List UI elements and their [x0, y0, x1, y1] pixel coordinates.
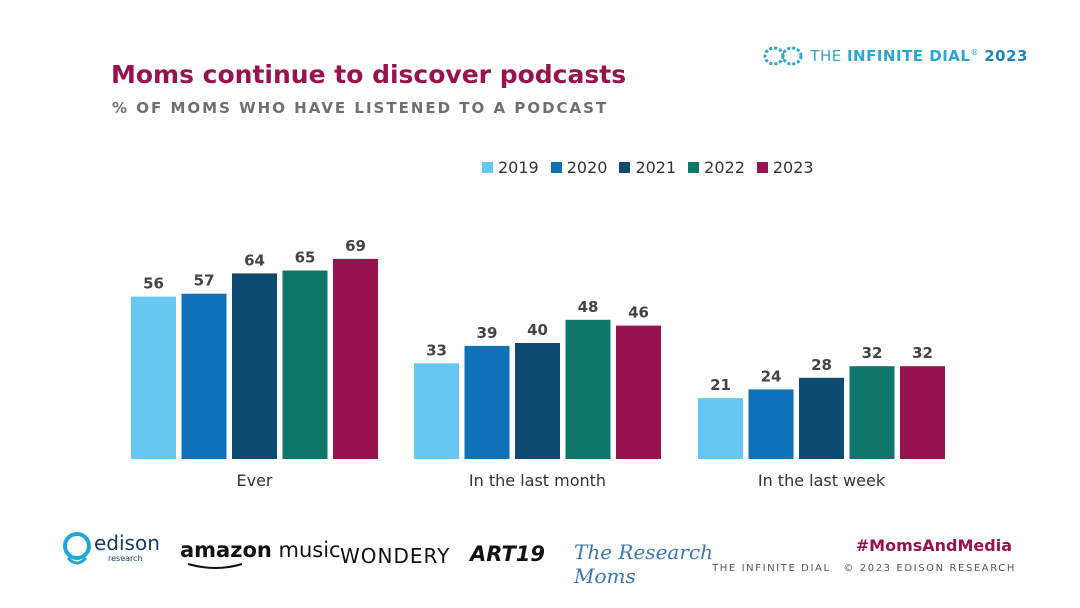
brand-text: THE INFINITE DIAL® 2023 [810, 47, 1028, 65]
amazon-music-word: music [271, 538, 341, 562]
researchmoms-logo: The Research Moms [574, 540, 713, 588]
bar-2022-1 [565, 319, 611, 459]
infinite-dial-brand: THE INFINITE DIAL® 2023 [762, 44, 1028, 68]
edison-bulb-icon [62, 532, 92, 566]
edison-logo: edison research [62, 532, 160, 566]
bar-chart: 56 57 64 65 69 Ever 33 39 40 48 46 In the last mont… [131, 237, 945, 490]
data-label: 39 [477, 324, 498, 342]
legend-swatch [482, 162, 493, 173]
wondery-logo: WONDERY [340, 544, 451, 568]
footer-credit: THE INFINITE DIAL © 2023 EDISON RESEARCH [704, 563, 1016, 574]
partner-logos: edison research amazon music WONDERY ART… [62, 528, 722, 588]
brand-reg: ® [970, 48, 979, 57]
category-label: In the last week [758, 471, 886, 490]
data-label: 65 [295, 249, 316, 267]
data-label: 46 [628, 304, 649, 322]
amazon-music-logo: amazon music [180, 538, 341, 569]
infinity-icon [762, 44, 804, 68]
bar-2020-1 [464, 345, 510, 459]
bar-2022-0 [282, 270, 328, 459]
edison-sub: research [108, 554, 143, 563]
data-label: 56 [143, 275, 164, 293]
legend-item-2021: 2021 [619, 158, 676, 177]
edison-name: edison [94, 531, 160, 555]
bar-2021-0 [232, 273, 277, 459]
data-label: 57 [194, 272, 215, 290]
legend-swatch [688, 162, 700, 173]
legend-swatch [756, 162, 768, 173]
edison-text: edison research [94, 532, 160, 563]
legend-swatch [619, 162, 631, 173]
bar-2019-0 [131, 296, 176, 459]
legend-swatch [550, 162, 562, 173]
data-label: 24 [761, 367, 782, 385]
data-label: 33 [426, 341, 447, 359]
bar-2021-1 [515, 343, 560, 459]
footer-source: THE INFINITE DIAL [712, 563, 831, 574]
bar-2019-2 [698, 398, 743, 459]
bar-2021-2 [799, 377, 844, 459]
legend-label: 2020 [566, 158, 608, 177]
data-label: 28 [811, 356, 832, 374]
legend-item-2019: 2019 [482, 158, 539, 177]
brand-year: 2023 [984, 47, 1028, 65]
data-label: 40 [527, 321, 548, 339]
data-label: 32 [912, 344, 933, 362]
data-label: 64 [244, 251, 265, 269]
legend-item-2022: 2022 [688, 158, 745, 177]
data-label: 32 [862, 344, 883, 362]
legend-label: 2022 [704, 158, 745, 177]
bar-2019-1 [414, 363, 459, 459]
legend-item-2023: 2023 [756, 158, 814, 177]
amazon-word: amazon [180, 538, 272, 562]
legend-item-2020: 2020 [550, 158, 608, 177]
brand-name: INFINITE DIAL [846, 47, 971, 65]
brand-prefix: THE [810, 47, 847, 65]
data-label: 21 [710, 376, 731, 394]
legend-label: 2019 [498, 158, 539, 177]
category-label: In the last month [469, 471, 606, 490]
category-label: Ever [237, 471, 273, 490]
data-label: 69 [345, 237, 366, 255]
bar-2020-0 [181, 293, 227, 459]
bar-2023-0 [333, 258, 378, 459]
chart-legend: 2019 2020 2021 2022 2023 [482, 158, 814, 177]
legend-label: 2021 [635, 158, 677, 177]
hashtag: #MomsAndMedia [855, 536, 1012, 555]
bar-2020-2 [748, 389, 794, 459]
bar-2023-1 [616, 325, 661, 459]
legend-label: 2023 [772, 158, 814, 177]
bar-2023-2 [900, 366, 945, 459]
amazon-smile-icon [187, 563, 243, 569]
page-title: Moms continue to discover podcasts [111, 60, 627, 89]
footer-copyright: © 2023 EDISON RESEARCH [843, 563, 1016, 574]
data-label: 48 [578, 298, 599, 316]
art19-logo: ART19 [470, 542, 546, 566]
page-subtitle: % OF MOMS WHO HAVE LISTENED TO A PODCAST [112, 99, 609, 117]
bar-2022-2 [849, 366, 895, 459]
